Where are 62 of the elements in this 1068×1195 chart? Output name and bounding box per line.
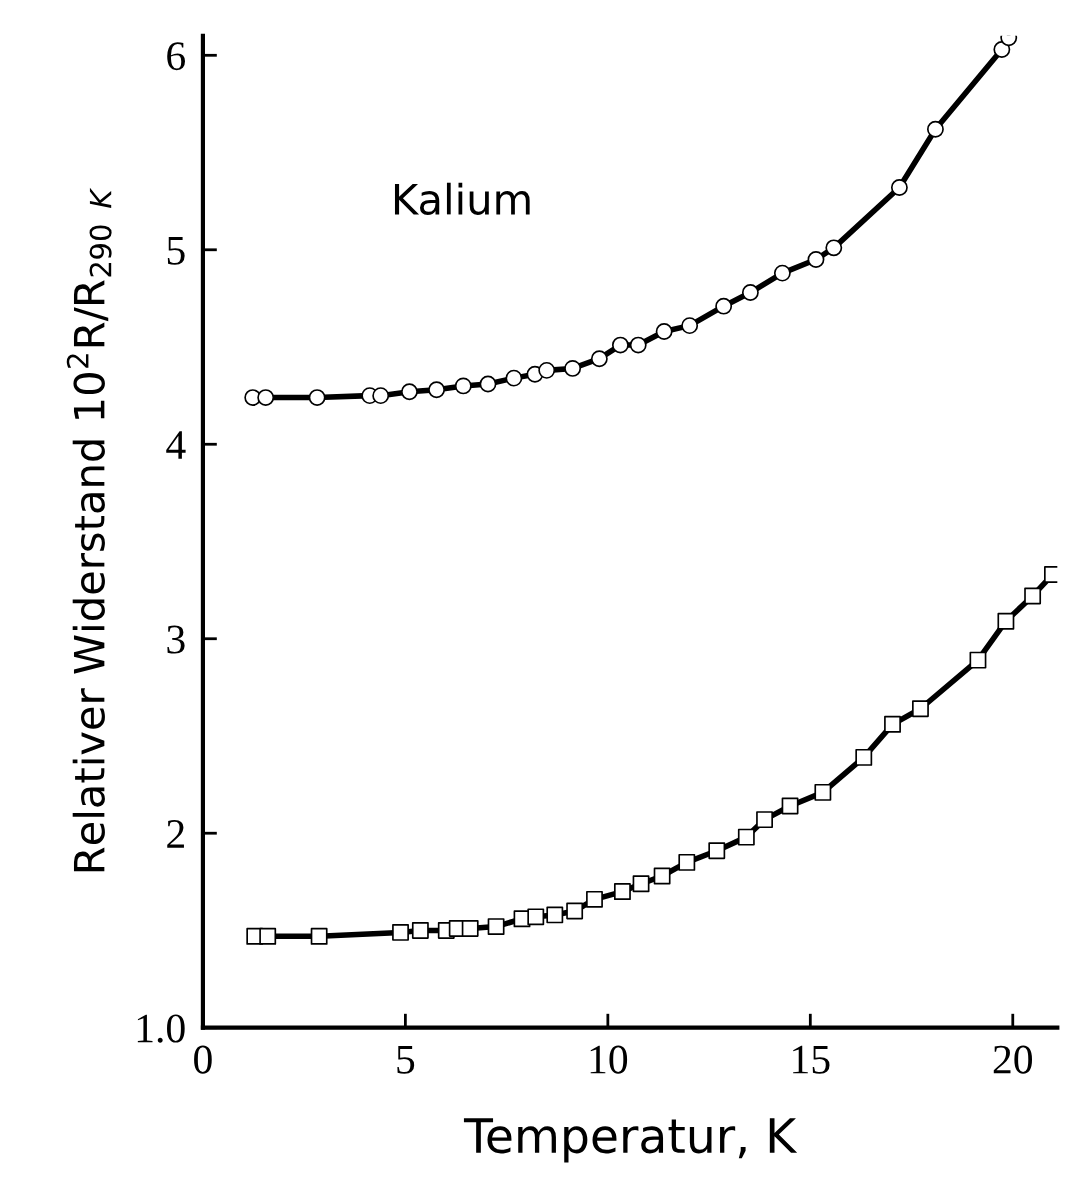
point	[566, 902, 584, 920]
annotation: Kalium	[394, 182, 530, 215]
point	[681, 317, 699, 335]
point	[527, 908, 545, 926]
point	[611, 336, 629, 354]
point	[538, 361, 556, 379]
point	[737, 828, 755, 846]
point	[969, 651, 987, 669]
point	[372, 387, 390, 405]
point	[257, 389, 275, 407]
y-tick-label: 3	[167, 625, 185, 654]
point	[855, 748, 873, 766]
x-tick-label: 0	[194, 1045, 212, 1074]
point	[814, 783, 832, 801]
point	[546, 906, 564, 924]
point	[308, 389, 326, 407]
y-tick-label: 2	[167, 820, 184, 848]
point	[781, 797, 799, 815]
y-tick-label: 5	[167, 236, 185, 265]
point	[259, 927, 277, 945]
point	[756, 811, 773, 829]
point	[629, 336, 647, 354]
point	[708, 842, 726, 860]
x-tick-label: 15	[793, 1045, 830, 1074]
point	[454, 377, 472, 395]
point	[400, 383, 418, 401]
x-tick-label: 5	[397, 1045, 415, 1074]
point	[564, 359, 582, 377]
point	[993, 41, 1011, 58]
point	[1024, 587, 1042, 605]
point	[613, 883, 631, 901]
point	[912, 700, 929, 718]
y-tick-label: 4	[166, 431, 186, 459]
point	[487, 918, 505, 936]
point	[890, 179, 908, 196]
point	[428, 381, 446, 399]
point	[461, 920, 479, 937]
x-tick-label: 10	[590, 1045, 628, 1074]
point	[715, 297, 733, 315]
point	[310, 927, 328, 945]
y-axis-title: Relativer Widerstand 10$^{2}$R/R$_{290 K}$	[66, 187, 112, 872]
point	[678, 853, 696, 871]
point	[653, 867, 671, 885]
y-tick-label: 6	[167, 42, 186, 71]
x-tick-label: 20	[993, 1045, 1033, 1074]
point	[884, 715, 901, 733]
point	[807, 251, 825, 268]
point	[773, 264, 791, 282]
point	[411, 922, 429, 939]
point	[632, 875, 650, 893]
point	[479, 375, 497, 393]
point	[586, 890, 603, 908]
point	[392, 923, 409, 941]
x-axis-title: Temperatur, K	[463, 1118, 798, 1163]
point	[926, 120, 944, 138]
point	[655, 323, 673, 340]
point	[997, 612, 1015, 630]
point	[825, 239, 843, 257]
point	[741, 284, 759, 302]
point	[505, 369, 523, 387]
y-tick-label: 1.0	[137, 1014, 185, 1043]
point	[590, 350, 608, 368]
